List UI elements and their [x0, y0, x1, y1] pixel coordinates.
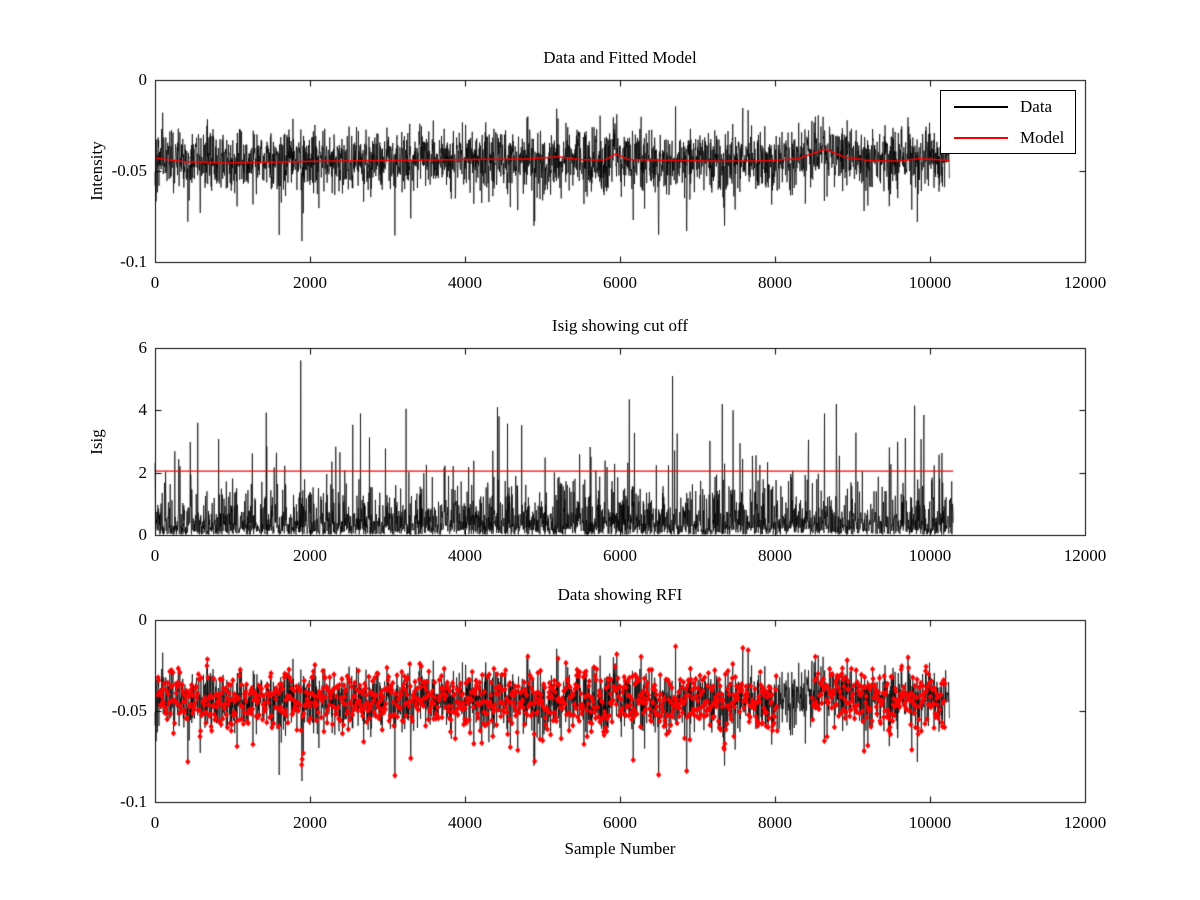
x-tick-label: 0 [150, 813, 160, 832]
x-tick-label: 10000 [908, 546, 952, 565]
x-tick-label: 10000 [908, 273, 952, 292]
x-tick-label: 10000 [908, 813, 952, 832]
x-tick-label: 0 [150, 546, 160, 565]
plot3-xlabel: Sample Number [564, 839, 676, 858]
x-tick-label: 8000 [758, 546, 792, 565]
legend-item-data: Data [941, 91, 1075, 122]
x-tick-label: 4000 [448, 546, 482, 565]
x-tick-label: 6000 [603, 546, 637, 565]
x-tick-label: 4000 [448, 273, 482, 292]
x-tick-label: 12000 [1063, 813, 1107, 832]
legend-item-model: Model [941, 122, 1075, 153]
x-tick-label: 2000 [293, 273, 327, 292]
plot3-title: Data showing RFI [557, 585, 683, 604]
model-line-swatch [954, 136, 1008, 139]
x-tick-label: 8000 [758, 273, 792, 292]
x-tick-label: 2000 [293, 546, 327, 565]
x-tick-label: 4000 [448, 813, 482, 832]
y-tick-label: 0 [138, 525, 148, 544]
x-tick-label: 6000 [603, 813, 637, 832]
x-tick-label: 8000 [758, 813, 792, 832]
x-tick-label: 12000 [1063, 273, 1107, 292]
plot2-ylabel: Isig [87, 429, 106, 455]
y-tick-label: -0.1 [120, 252, 147, 271]
y-tick-label: 0 [138, 70, 148, 89]
plot1-title: Data and Fitted Model [543, 48, 697, 67]
x-tick-label: 0 [150, 273, 160, 292]
data-line-swatch [954, 105, 1008, 108]
legend-label-data: Data [1020, 96, 1053, 116]
x-tick-label: 12000 [1063, 546, 1107, 565]
y-tick-label: -0.05 [111, 701, 147, 720]
x-tick-label: 6000 [603, 273, 637, 292]
plot2-title: Isig showing cut off [551, 316, 689, 335]
x-tick-label: 2000 [293, 813, 327, 832]
y-tick-label: -0.05 [111, 161, 147, 180]
y-tick-label: 4 [138, 400, 148, 420]
y-tick-label: 6 [138, 338, 148, 357]
legend[interactable]: Data Model [940, 90, 1076, 154]
y-tick-label: -0.1 [120, 792, 147, 811]
legend-label-model: Model [1020, 127, 1065, 147]
y-tick-label: 2 [138, 462, 148, 482]
y-tick-label: 0 [138, 610, 148, 629]
